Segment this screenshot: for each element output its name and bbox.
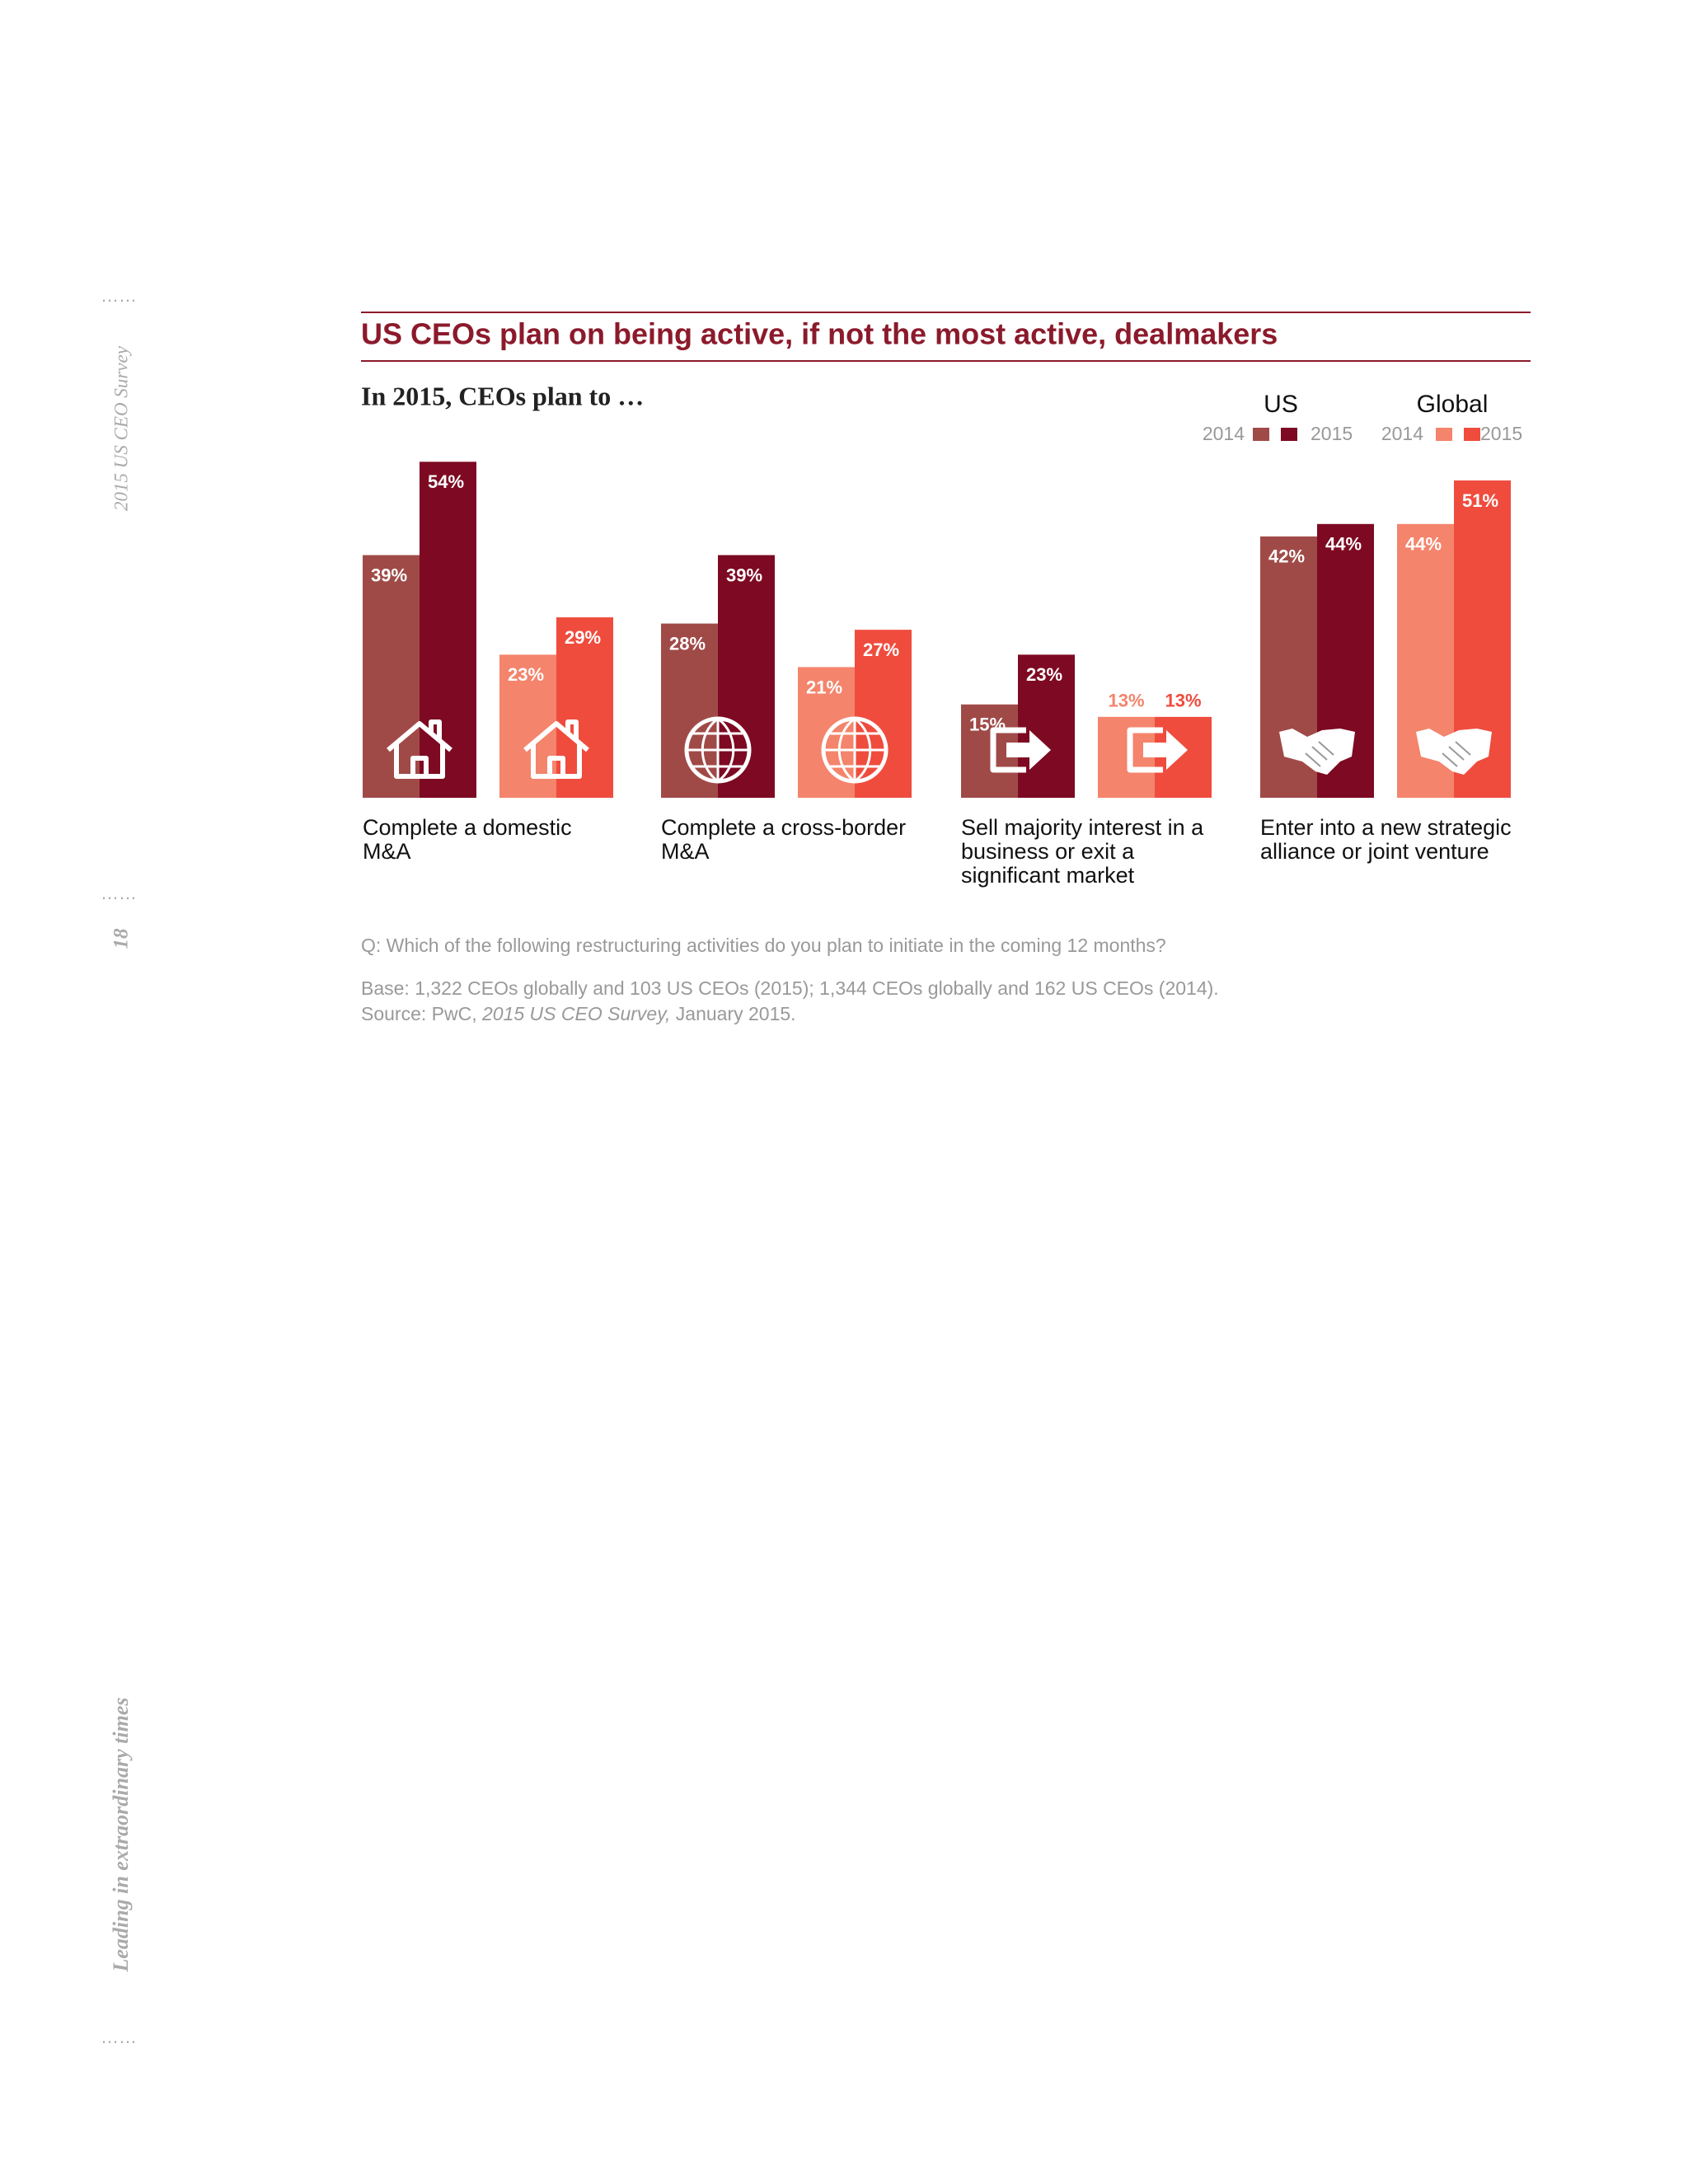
- icon: [1006, 730, 1051, 770]
- dots: ……: [101, 883, 137, 903]
- chart-subtitle: In 2015, CEOs plan to …: [361, 381, 644, 410]
- legend-label: 2014: [1203, 423, 1245, 444]
- icon: [1143, 730, 1188, 770]
- sidebar-theme: Leading in extraordinary times: [109, 1698, 133, 1973]
- value-label: 54%: [428, 471, 464, 492]
- value-label: 29%: [565, 627, 601, 648]
- value-label: 13%: [1165, 691, 1201, 711]
- icon: [990, 727, 1051, 773]
- icon: [1279, 729, 1355, 775]
- bar: [363, 555, 420, 798]
- icon: [1416, 729, 1492, 775]
- icon: [990, 727, 1026, 773]
- legend-swatch: [1464, 428, 1480, 441]
- value-label: 39%: [371, 565, 407, 585]
- category-label: Sell majority interest in a business or …: [961, 815, 1204, 888]
- value-label: 39%: [726, 565, 762, 585]
- chart-title: US CEOs plan on being active, if not the…: [361, 317, 1278, 351]
- legend-label: 2015: [1311, 423, 1353, 444]
- dots: …… …… ……: [101, 285, 137, 2047]
- bar: [556, 617, 613, 798]
- value-label: 42%: [1268, 546, 1305, 567]
- value-label: 13%: [1108, 691, 1144, 711]
- icon: [1305, 741, 1334, 767]
- source-text: Source: PwC,: [361, 1003, 482, 1024]
- legend-group: US: [1264, 391, 1298, 418]
- icon: [823, 717, 886, 783]
- legend-group: Global: [1417, 391, 1489, 418]
- icon: [387, 719, 452, 779]
- sidebar-publication: 2015 US CEO Survey: [110, 345, 131, 511]
- bar: [1018, 654, 1075, 798]
- icon: [387, 719, 452, 779]
- sidebar-page: 18: [110, 928, 133, 949]
- source-note: Source: PwC, 2015 US CEO Survey, January…: [361, 1003, 796, 1025]
- icon: [1127, 727, 1188, 773]
- value-label: 27%: [863, 640, 899, 660]
- icon: [684, 716, 752, 784]
- icon: [523, 719, 589, 779]
- bar: [661, 623, 718, 798]
- source-title: 2015 US CEO Survey,: [482, 1003, 671, 1024]
- legend-label: 2015: [1480, 423, 1522, 444]
- source-text: January 2015.: [670, 1003, 796, 1024]
- category-label: Enter into a new strategic alliance or j…: [1260, 815, 1512, 864]
- value-label: 23%: [1026, 664, 1062, 685]
- icon: [821, 716, 889, 784]
- icon: [1127, 727, 1163, 773]
- value-label: 21%: [806, 677, 842, 697]
- value-label: 44%: [1405, 534, 1442, 555]
- icon: [1442, 741, 1471, 767]
- value-label: 28%: [669, 633, 706, 654]
- category-label: Complete a cross-border M&A: [661, 815, 907, 864]
- legend-label: 2014: [1381, 423, 1423, 444]
- legend-swatch: [1253, 428, 1269, 441]
- base-note: Base: 1,322 CEOs globally and 103 US CEO…: [361, 977, 1219, 999]
- dots: ……: [101, 285, 137, 306]
- dots: ……: [101, 2027, 137, 2047]
- value-label: 23%: [508, 664, 544, 685]
- icon: [523, 719, 589, 779]
- legend-swatch: [1436, 428, 1452, 441]
- legend-swatch: [1281, 428, 1297, 441]
- icon: [687, 717, 749, 783]
- bar: [420, 462, 476, 798]
- value-label: 51%: [1462, 490, 1498, 511]
- question: Q: Which of the following restructuring …: [361, 935, 1166, 956]
- value-label: 44%: [1325, 534, 1362, 555]
- category-label: Complete a domestic M&A: [363, 815, 572, 864]
